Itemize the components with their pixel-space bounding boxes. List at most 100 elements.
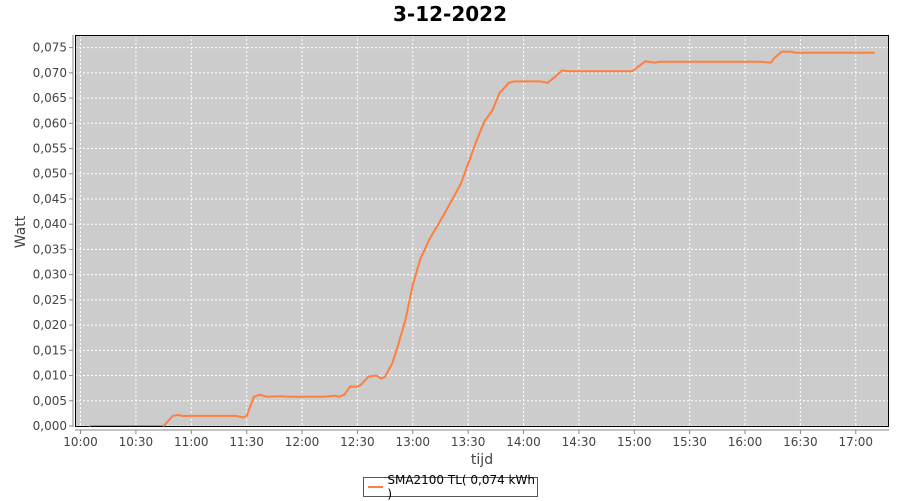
data-point [375, 374, 377, 377]
x-tick-label: 12:30 [340, 435, 375, 449]
data-point [513, 80, 516, 83]
data-point [873, 51, 876, 54]
data-point [343, 393, 346, 396]
data-point [773, 56, 776, 59]
data-point [349, 385, 351, 388]
x-axis: 10:00 10:30 11:00 11:30 12:00 12:30 13:00 13:30… [63, 429, 889, 449]
data-point [88, 425, 91, 427]
x-tick-label: 15:00 [617, 435, 652, 449]
y-tick-label: 0,065 [33, 91, 67, 105]
data-point [360, 383, 362, 386]
data-point [770, 61, 772, 64]
data-point [338, 395, 340, 398]
data-point [411, 283, 414, 286]
data-point [561, 69, 564, 72]
data-point [546, 82, 549, 84]
legend: SMA2100 TL( 0,074 kWh ) [363, 473, 538, 501]
data-point [428, 238, 431, 241]
data-point [177, 414, 180, 416]
legend-label: SMA2100 TL( 0,074 kWh ) [387, 473, 535, 501]
data-point [476, 137, 479, 140]
data-point [279, 395, 281, 398]
chart-title: 3-12-2022 [392, 2, 507, 26]
y-tick-label: 0,035 [33, 242, 67, 256]
plot-area [75, 35, 889, 427]
data-point [539, 80, 541, 83]
data-point [459, 183, 462, 185]
data-point [181, 415, 183, 417]
x-tick-label: 14:30 [562, 435, 597, 449]
data-point [253, 395, 255, 398]
y-tick-label: 0,030 [33, 268, 67, 282]
data-point [172, 415, 174, 417]
x-tick-label: 16:00 [728, 435, 763, 449]
data-point [288, 395, 290, 398]
data-point [323, 395, 325, 398]
y-tick-label: 0,050 [33, 167, 67, 181]
data-point [637, 65, 639, 68]
x-tick-label: 12:00 [285, 435, 320, 449]
legend-swatch [368, 486, 384, 488]
x-axis-label: tijd [471, 452, 493, 468]
x-tick-label: 16:30 [783, 435, 818, 449]
y-axis-label: Watt [13, 215, 29, 248]
data-point [794, 51, 796, 54]
y-tick-label: 0,015 [33, 343, 67, 357]
x-tick-label: 11:00 [174, 435, 209, 449]
y-tick-label: 0,055 [33, 142, 67, 156]
data-point [567, 70, 569, 73]
x-tick-label: 13:30 [451, 435, 486, 449]
data-point [554, 76, 556, 78]
data-point [397, 344, 399, 347]
x-tick-label: 11:30 [229, 435, 264, 449]
data-point [507, 82, 510, 84]
data-point [404, 319, 407, 321]
data-point [419, 258, 421, 261]
data-point [367, 375, 370, 378]
y-tick-label: 0,020 [33, 318, 67, 332]
x-tick-label: 10:00 [63, 435, 98, 449]
x-tick-label: 15:30 [672, 435, 707, 449]
x-tick-label: 10:30 [119, 435, 154, 449]
data-point [380, 377, 383, 380]
data-point [258, 393, 261, 396]
data-point [234, 415, 237, 417]
data-point [790, 50, 792, 53]
data-point [469, 157, 471, 160]
y-tick-label: 0,005 [33, 394, 67, 408]
y-tick-label: 0,010 [33, 369, 67, 383]
x-tick-label: 14:00 [506, 435, 541, 449]
plot-border [75, 35, 889, 427]
data-point [491, 109, 493, 112]
y-tick-label: 0,060 [33, 116, 67, 130]
data-point [162, 425, 165, 427]
gridlines [75, 35, 889, 427]
y-tick-label: 0,040 [33, 217, 67, 231]
x-tick-label: 17:00 [838, 435, 873, 449]
data-point [627, 70, 630, 73]
y-axis: 0,000 0,005 0,010 0,015 0,020 0,025 0,030 0,035… [33, 35, 74, 433]
data-point [758, 60, 761, 63]
data-point [498, 92, 501, 94]
y-tick-label: 0,070 [33, 66, 67, 80]
data-point [245, 415, 248, 417]
data-point [483, 119, 486, 122]
data-point [443, 213, 445, 215]
data-point [356, 385, 359, 388]
data-point [242, 416, 244, 419]
data-point [631, 70, 634, 73]
y-tick-label: 0,000 [33, 419, 67, 433]
data-point [266, 395, 268, 398]
data-point [781, 50, 783, 53]
data-point [391, 362, 394, 364]
data-point [653, 61, 656, 64]
data-point [644, 60, 647, 63]
data-point [384, 375, 386, 378]
y-tick-label: 0,075 [33, 41, 67, 55]
data-point [659, 60, 661, 63]
y-tick-label: 0,025 [33, 293, 67, 307]
y-tick-label: 0,045 [33, 192, 67, 206]
data-point [334, 394, 337, 397]
x-tick-label: 13:00 [395, 435, 430, 449]
